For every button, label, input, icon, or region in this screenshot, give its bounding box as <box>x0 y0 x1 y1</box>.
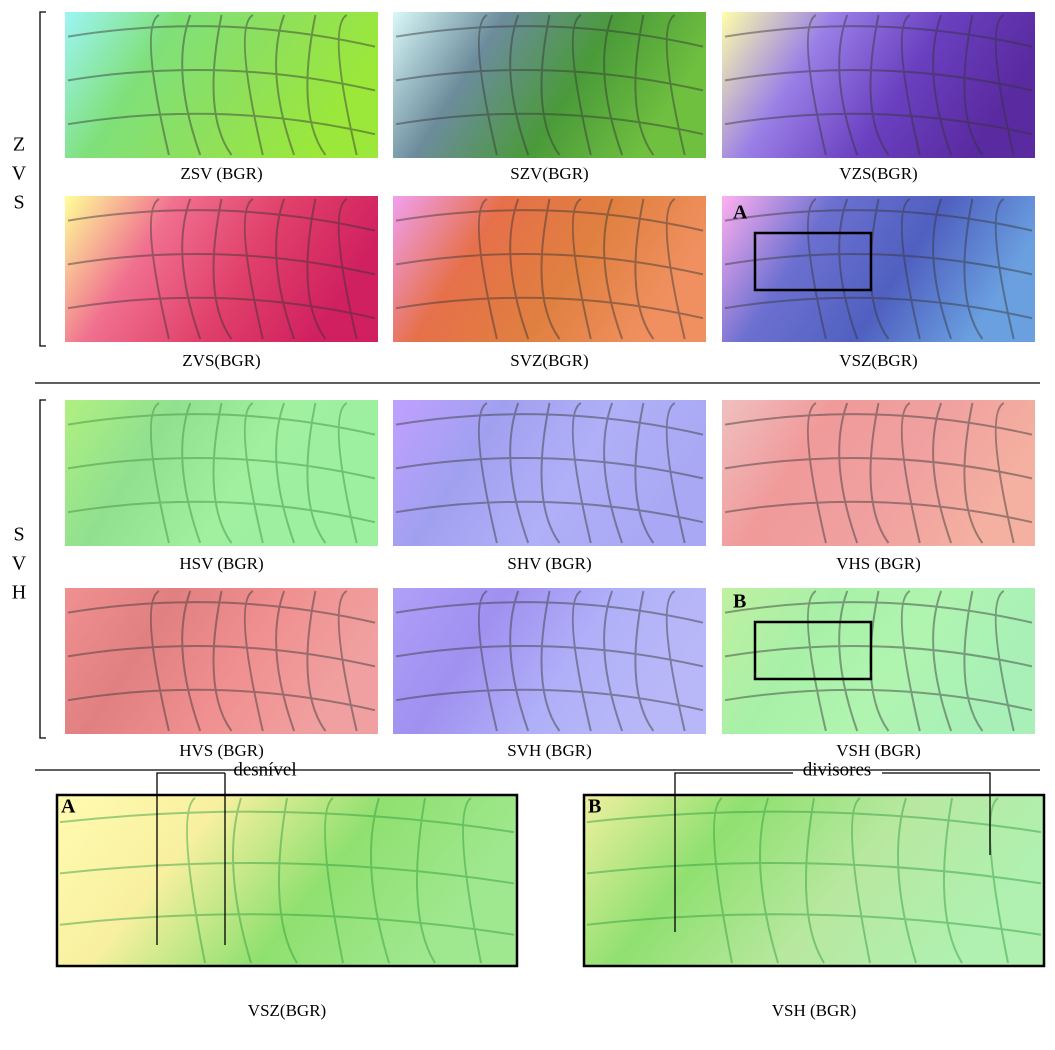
panel-caption: ZVS(BGR) <box>182 351 260 370</box>
inset-letter: B <box>733 591 746 613</box>
inset-letter: A <box>733 202 748 224</box>
panel-caption: HVS (BGR) <box>179 741 264 760</box>
annotation: desnível <box>233 759 296 780</box>
bracket <box>40 400 46 738</box>
group-label: V <box>12 553 27 575</box>
group-label: V <box>12 163 27 185</box>
panel-caption: SZV(BGR) <box>510 164 588 183</box>
panel-caption: ZSV (BGR) <box>180 164 262 183</box>
panel-caption: HSV (BGR) <box>179 554 263 573</box>
page: {"groups": [ {"labels": ["Z", "V", "S"],… <box>0 0 1055 1050</box>
detail-letter: B <box>588 796 601 818</box>
panel-caption: SHV (BGR) <box>507 554 591 573</box>
panel-caption: SVH (BGR) <box>507 741 592 760</box>
detail-letter: A <box>61 796 76 818</box>
group-label: Z <box>13 134 25 156</box>
panel-caption: VSZ(BGR) <box>839 351 917 370</box>
bracket <box>40 12 46 346</box>
panel-caption: VZS(BGR) <box>839 164 917 183</box>
group-label: S <box>13 192 24 214</box>
figure: ZVSZSV (BGR)SZV(BGR)VZS(BGR)ZVS(BGR)SVZ(… <box>0 0 1055 1050</box>
group-label: H <box>12 582 26 604</box>
detail-caption: VSZ(BGR) <box>248 1001 326 1020</box>
panel-caption: SVZ(BGR) <box>510 351 588 370</box>
detail-caption: VSH (BGR) <box>772 1001 857 1020</box>
group-label: S <box>13 524 24 546</box>
annotation: divisores <box>803 759 872 780</box>
panel-caption: VSH (BGR) <box>836 741 921 760</box>
panel-caption: VHS (BGR) <box>836 554 921 573</box>
